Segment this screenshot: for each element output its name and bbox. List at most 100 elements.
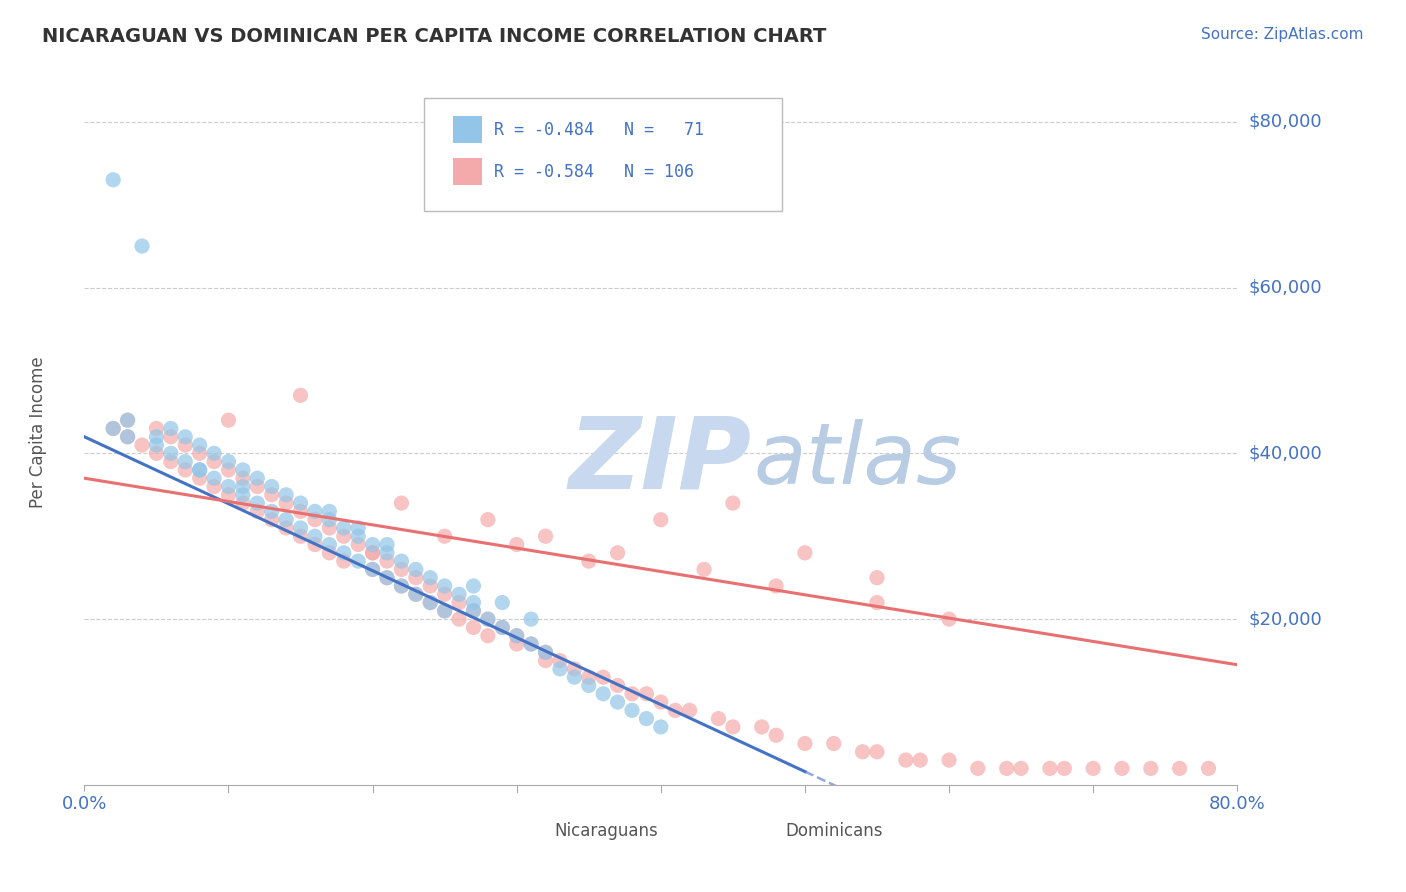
Point: [131, 239, 153, 253]
Point: [375, 571, 398, 585]
Point: [202, 455, 225, 469]
Point: [636, 687, 658, 701]
Point: [218, 488, 240, 502]
Point: [333, 529, 356, 543]
Point: [246, 496, 269, 510]
Point: [290, 504, 312, 518]
Point: [636, 712, 658, 726]
Point: [318, 513, 340, 527]
Point: [174, 455, 197, 469]
Point: [534, 529, 557, 543]
Text: atlas: atlas: [754, 419, 962, 502]
Point: [1111, 761, 1133, 775]
Point: [751, 720, 773, 734]
Point: [449, 587, 471, 601]
Point: [276, 496, 298, 510]
Point: [419, 596, 441, 610]
Point: [534, 645, 557, 659]
Point: [477, 629, 499, 643]
Point: [520, 612, 543, 626]
Point: [103, 421, 124, 435]
Point: [650, 695, 672, 709]
Point: [765, 579, 787, 593]
Point: [188, 446, 211, 460]
Point: [765, 728, 787, 742]
Point: [218, 463, 240, 477]
Point: [103, 421, 124, 435]
Point: [405, 587, 427, 601]
Point: [361, 562, 384, 576]
Point: [1198, 761, 1220, 775]
Point: [246, 471, 269, 485]
Point: [375, 554, 398, 568]
Point: [578, 554, 600, 568]
Point: [131, 438, 153, 452]
Point: [188, 471, 211, 485]
Text: Per Capita Income: Per Capita Income: [30, 357, 48, 508]
Point: [361, 537, 384, 551]
Point: [1168, 761, 1191, 775]
Point: [145, 446, 167, 460]
Point: [693, 562, 716, 576]
Point: [606, 695, 628, 709]
Point: [174, 430, 197, 444]
Point: [304, 504, 326, 518]
Point: [290, 388, 312, 402]
Point: [707, 712, 730, 726]
Point: [347, 529, 370, 543]
Point: [260, 479, 283, 493]
Bar: [453, 116, 482, 143]
Point: [433, 579, 456, 593]
Text: $80,000: $80,000: [1249, 112, 1323, 131]
Point: [391, 562, 413, 576]
Point: [794, 737, 817, 751]
Point: [232, 496, 254, 510]
Point: [1039, 761, 1062, 775]
Point: [361, 546, 384, 560]
Point: [160, 430, 183, 444]
Point: [246, 504, 269, 518]
Point: [347, 537, 370, 551]
Point: [318, 521, 340, 535]
Point: [664, 703, 686, 717]
Point: [188, 463, 211, 477]
Point: [1010, 761, 1032, 775]
Point: [160, 421, 183, 435]
Point: [375, 537, 398, 551]
Point: [318, 537, 340, 551]
Point: [477, 513, 499, 527]
Point: [333, 521, 356, 535]
Point: [938, 612, 960, 626]
Text: NICARAGUAN VS DOMINICAN PER CAPITA INCOME CORRELATION CHART: NICARAGUAN VS DOMINICAN PER CAPITA INCOM…: [42, 27, 827, 45]
Point: [232, 488, 254, 502]
Point: [520, 637, 543, 651]
Point: [592, 670, 614, 684]
Bar: [453, 159, 482, 186]
Point: [117, 430, 139, 444]
Point: [260, 488, 283, 502]
Point: [276, 521, 298, 535]
Point: [433, 604, 456, 618]
Point: [967, 761, 990, 775]
Point: [290, 496, 312, 510]
Point: [117, 413, 139, 427]
Point: [103, 173, 124, 187]
Point: [304, 529, 326, 543]
Point: [578, 670, 600, 684]
Point: [491, 620, 513, 634]
Point: [794, 546, 817, 560]
Bar: [754, 821, 773, 841]
Point: [463, 604, 485, 618]
Text: $60,000: $60,000: [1249, 278, 1323, 296]
Point: [333, 554, 356, 568]
Point: [866, 745, 889, 759]
Point: [621, 703, 644, 717]
Point: [866, 596, 889, 610]
Point: [232, 471, 254, 485]
Point: [375, 571, 398, 585]
Point: [218, 413, 240, 427]
Point: [463, 604, 485, 618]
Point: [433, 587, 456, 601]
Point: [995, 761, 1018, 775]
Point: [188, 438, 211, 452]
